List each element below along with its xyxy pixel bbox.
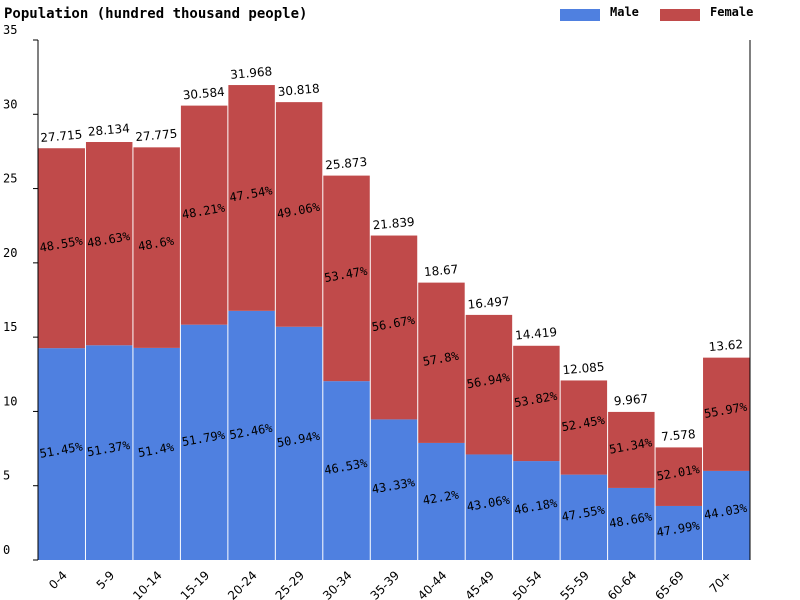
x-tick-label: 45-49 bbox=[462, 568, 497, 600]
legend-label: Female bbox=[710, 5, 753, 19]
share-label: 57.8% bbox=[422, 349, 461, 369]
bar-segment bbox=[370, 235, 418, 420]
x-tick-label: 65-69 bbox=[652, 568, 687, 600]
bar-segment bbox=[370, 419, 418, 560]
total-label: 7.578 bbox=[661, 427, 696, 444]
bar-segment bbox=[85, 345, 133, 560]
bar-segment bbox=[275, 326, 323, 560]
total-label: 18.67 bbox=[423, 262, 458, 279]
bar-segment bbox=[418, 442, 465, 560]
bar-segment bbox=[180, 324, 228, 560]
total-label: 21.839 bbox=[372, 215, 415, 233]
x-tick-label: 30-34 bbox=[320, 568, 355, 600]
share-label: 48.6% bbox=[137, 234, 176, 254]
legend-label: Male bbox=[610, 5, 639, 19]
share-label: 51.4% bbox=[137, 440, 176, 460]
bar-segment bbox=[323, 175, 370, 382]
x-tick-label: 5-9 bbox=[94, 568, 118, 592]
share-label: 42.2% bbox=[422, 487, 461, 507]
y-tick-label: 15 bbox=[3, 320, 17, 334]
y-tick-label: 0 bbox=[3, 543, 10, 557]
bar-segment bbox=[133, 347, 180, 560]
total-label: 28.134 bbox=[87, 121, 130, 139]
bar-segment bbox=[180, 105, 228, 325]
legend-swatch bbox=[560, 9, 600, 21]
total-label: 16.497 bbox=[467, 294, 510, 312]
y-tick-label: 10 bbox=[3, 394, 17, 408]
bar-segment bbox=[703, 470, 750, 560]
bar-segment bbox=[655, 447, 703, 506]
total-label: 30.584 bbox=[182, 85, 225, 103]
total-label: 25.873 bbox=[325, 155, 368, 173]
total-label: 27.775 bbox=[135, 127, 178, 145]
y-tick-label: 25 bbox=[3, 172, 17, 186]
total-label: 12.085 bbox=[562, 360, 605, 378]
y-tick-label: 20 bbox=[3, 246, 17, 260]
x-tick-label: 15-19 bbox=[178, 568, 213, 600]
bar-segment bbox=[38, 348, 85, 560]
total-label: 14.419 bbox=[515, 325, 558, 343]
x-tick-label: 20-24 bbox=[225, 568, 260, 600]
bar-segment bbox=[323, 381, 370, 560]
x-tick-label: 25-29 bbox=[273, 568, 308, 600]
bar-segment bbox=[703, 357, 750, 471]
bar-segment bbox=[228, 85, 275, 311]
y-tick-label: 35 bbox=[3, 23, 17, 37]
total-label: 30.818 bbox=[277, 81, 320, 99]
bar-segment bbox=[560, 474, 608, 560]
chart-title: Population (hundred thousand people) bbox=[4, 6, 307, 22]
total-label: 13.62 bbox=[708, 337, 743, 354]
bar-segment bbox=[608, 411, 655, 488]
total-label: 27.715 bbox=[40, 127, 83, 145]
bar-segment bbox=[513, 461, 560, 560]
bar-segment bbox=[133, 147, 180, 348]
bar-segment bbox=[85, 142, 133, 346]
total-label: 9.967 bbox=[613, 391, 648, 408]
bar-segment bbox=[418, 282, 465, 443]
bar-segment bbox=[608, 487, 655, 560]
bar-segment bbox=[275, 102, 323, 327]
x-tick-label: 60-64 bbox=[605, 568, 640, 600]
bar-segment bbox=[513, 345, 560, 462]
bar-segment bbox=[465, 454, 513, 560]
bar-segment bbox=[38, 148, 85, 349]
x-tick-label: 35-39 bbox=[368, 568, 403, 600]
x-tick-label: 40-44 bbox=[415, 568, 450, 600]
x-tick-label: 0-4 bbox=[46, 568, 70, 592]
x-tick-label: 50-54 bbox=[510, 568, 545, 600]
x-tick-label: 55-59 bbox=[557, 568, 592, 600]
bar-segment bbox=[465, 314, 513, 455]
bar-segment bbox=[228, 310, 275, 560]
y-tick-label: 30 bbox=[3, 97, 17, 111]
y-tick-label: 5 bbox=[3, 469, 10, 483]
x-tick-label: 10-14 bbox=[130, 568, 165, 600]
x-tick-label: 70+ bbox=[707, 568, 735, 596]
bar-segment bbox=[655, 505, 703, 560]
bar-segment bbox=[560, 380, 608, 475]
total-label: 31.968 bbox=[230, 64, 273, 82]
legend-swatch bbox=[660, 9, 700, 21]
